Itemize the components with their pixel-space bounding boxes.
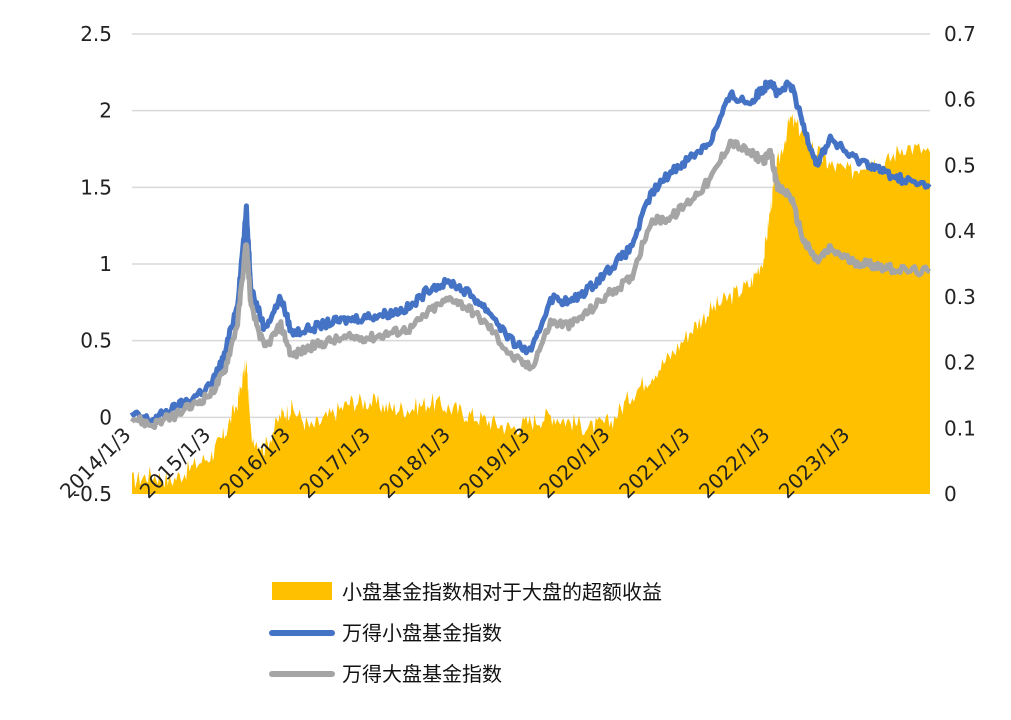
- left-y-tick-label: 2: [99, 99, 112, 123]
- right-y-tick-label: 0.3: [944, 285, 976, 309]
- right-y-tick-label: 0.4: [944, 219, 976, 243]
- legend-item-excess: 小盘基金指数相对于大盘的超额收益: [272, 580, 662, 604]
- left-y-tick-label: 2.5: [80, 22, 112, 46]
- excess-return-area-layer: [132, 113, 930, 494]
- right-y-axis: 0.7 0.6 0.5 0.4 0.3 0.2 0.1 0: [944, 22, 976, 506]
- legend-label-small-cap: 万得小盘基金指数: [342, 621, 502, 645]
- legend-label-excess: 小盘基金指数相对于大盘的超额收益: [342, 580, 662, 604]
- large-cap-index-line: [129, 138, 931, 430]
- legend-swatch-excess: [272, 582, 332, 600]
- left-y-axis: 2.5 2 1.5 1 0.5 0 -0.5: [73, 22, 112, 506]
- legend: 小盘基金指数相对于大盘的超额收益 万得小盘基金指数 万得大盘基金指数: [269, 580, 662, 686]
- left-y-tick-label: 0.5: [80, 329, 112, 353]
- right-y-tick-label: 0.7: [944, 22, 976, 46]
- right-y-tick-label: 0.5: [944, 153, 976, 177]
- index-lines-layer: [129, 79, 932, 430]
- left-y-tick-label: 0: [99, 405, 112, 429]
- right-y-tick-label: 0.6: [944, 88, 976, 112]
- right-y-tick-label: 0: [944, 482, 957, 506]
- legend-item-large-cap: 万得大盘基金指数: [269, 662, 502, 686]
- right-y-tick-label: 0.2: [944, 351, 976, 375]
- left-y-tick-label: 1: [99, 252, 112, 276]
- left-y-tick-label: -0.5: [73, 482, 112, 506]
- legend-item-small-cap: 万得小盘基金指数: [269, 621, 502, 645]
- legend-label-large-cap: 万得大盘基金指数: [342, 662, 502, 686]
- left-y-tick-label: 1.5: [80, 175, 112, 199]
- right-y-tick-label: 0.1: [944, 416, 976, 440]
- excess-return-area: [132, 113, 930, 494]
